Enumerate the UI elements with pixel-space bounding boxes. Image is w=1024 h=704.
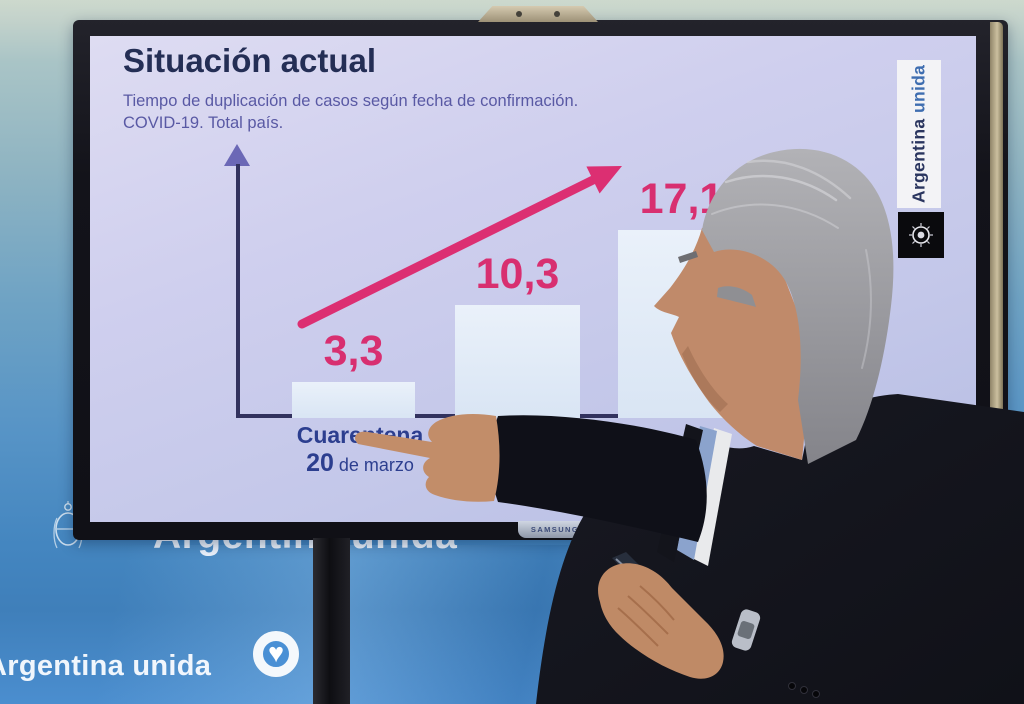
x-category-date-number: 20 (306, 449, 334, 477)
bar-value-label: 3,3 (323, 327, 384, 375)
argentina-unida-banner: Argentina unida (897, 60, 941, 208)
trend-arrow (297, 166, 622, 329)
coat-of-arms-icon (909, 223, 933, 247)
tv-top-bracket (478, 6, 598, 22)
banner-word-argentina: Argentina (908, 118, 929, 204)
y-axis-arrowhead (224, 144, 250, 166)
bar-value-label: 17,1 (639, 175, 724, 223)
band-brand-text: Argentina unida (0, 650, 212, 682)
y-axis (236, 164, 240, 418)
banner-word-unida: unida (908, 64, 929, 113)
heart-circle-logo: ♥ (253, 631, 299, 677)
tv-bezel-edge (990, 22, 1003, 538)
slide-subtitle-line1: Tiempo de duplicación de casos según fec… (123, 92, 579, 110)
slide-subtitle: Tiempo de duplicación de casos según fec… (123, 90, 578, 134)
x-category-date-text: de marzo (333, 455, 414, 475)
tv-screen: Situación actual Tiempo de duplicación d… (90, 36, 976, 522)
slide-title: Situación actual (123, 42, 377, 79)
bar-1 (292, 382, 415, 418)
tv-brand-tab: SAMSUNG (518, 521, 592, 538)
banner-emblem-square (898, 212, 944, 258)
band-brand-text-clip: Argentina unida (0, 648, 240, 694)
bar-value-label: 10,3 (475, 250, 560, 298)
slide-subtitle-line2: COVID-19. Total país. (123, 114, 284, 132)
tv-stand-pole (313, 538, 350, 704)
x-category-main: Cuarentena (296, 422, 424, 448)
heart-icon: ♥ (267, 637, 285, 668)
tv-brand-logo: SAMSUNG (530, 525, 580, 534)
x-category-label: Cuarentena 20 de marzo (290, 422, 430, 478)
tv-frame: Situación actual Tiempo de duplicación d… (73, 20, 1008, 540)
